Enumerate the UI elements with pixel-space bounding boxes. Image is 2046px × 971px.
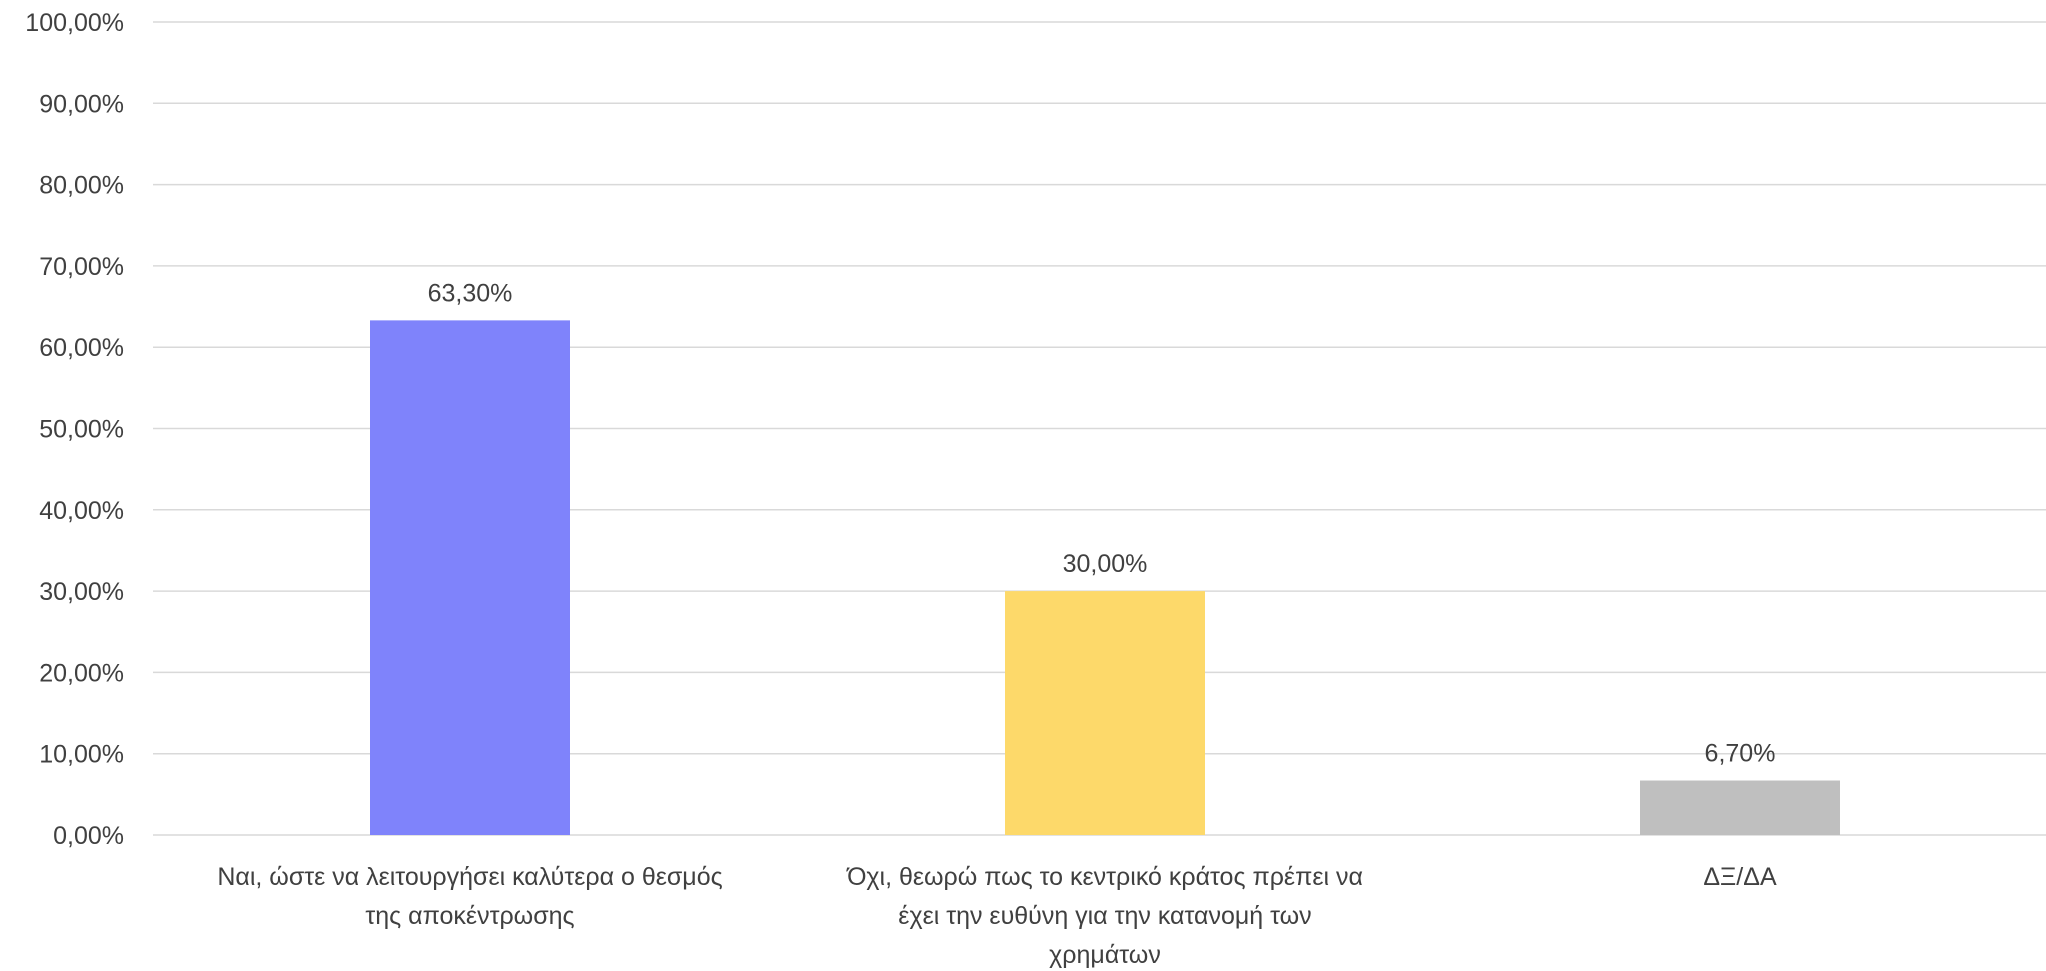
y-tick-label: 70,00%	[39, 253, 124, 281]
y-tick-label: 40,00%	[39, 497, 124, 525]
category-label: ΔΞ/ΔΑ	[1703, 863, 1777, 891]
bar	[370, 320, 570, 836]
bar-data-label: 6,70%	[1705, 740, 1776, 768]
category-label-line: Ναι, ώστε να λειτουργήσει καλύτερα ο θεσ…	[217, 863, 722, 891]
y-tick-label: 60,00%	[39, 334, 124, 362]
y-tick-label: 30,00%	[39, 578, 124, 606]
bar	[1005, 591, 1205, 835]
y-tick-label: 90,00%	[39, 90, 124, 118]
bars	[370, 320, 1840, 836]
category-label-line: της αποκέντρωσης	[365, 902, 574, 930]
category-label-line: Όχι, θεωρώ πως το κεντρικό κράτος πρέπει…	[846, 863, 1363, 891]
bar	[1640, 780, 1840, 835]
bar-data-label: 30,00%	[1063, 550, 1148, 578]
data-labels: 63,30% 30,00% 6,70%	[428, 279, 1776, 767]
y-axis-tick-labels: 0,00% 10,00% 20,00% 30,00% 40,00% 50,00% 60,00…	[25, 9, 124, 850]
y-tick-label: 80,00%	[39, 172, 124, 200]
y-tick-label: 50,00%	[39, 416, 124, 444]
bar-data-label: 63,30%	[428, 279, 513, 307]
y-tick-label: 10,00%	[39, 741, 124, 769]
category-labels: Ναι, ώστε να λειτουργήσει καλύτερα ο θεσ…	[217, 863, 1777, 969]
category-label: Όχι, θεωρώ πως το κεντρικό κράτος πρέπει…	[846, 863, 1363, 969]
y-tick-label: 100,00%	[25, 9, 124, 37]
category-label-line: χρημάτων	[1049, 941, 1161, 969]
y-tick-label: 0,00%	[53, 822, 124, 850]
category-label-line: ΔΞ/ΔΑ	[1703, 863, 1777, 891]
category-label: Ναι, ώστε να λειτουργήσει καλύτερα ο θεσ…	[217, 863, 722, 930]
y-tick-label: 20,00%	[39, 659, 124, 687]
category-label-line: έχει την ευθύνη για την κατανομή των	[898, 902, 1311, 930]
